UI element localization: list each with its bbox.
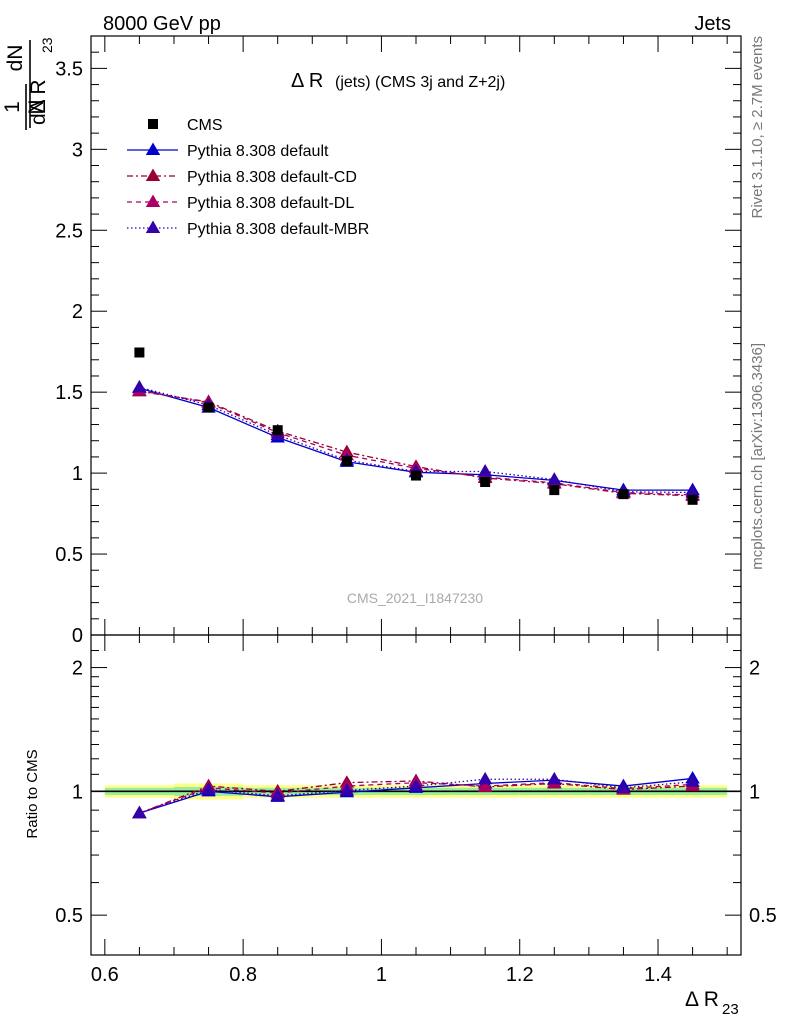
ratio-series-point [201, 782, 216, 795]
ratio-series-point [339, 783, 355, 796]
ratio-series-point [408, 778, 424, 792]
main-y-tick-label: 3.5 [55, 58, 83, 80]
ratio-y-tick-label-right: 1 [749, 781, 760, 803]
y-axis-label-ratio: Ratio to CMS [24, 749, 41, 838]
x-label-main: Δ R [685, 988, 719, 1011]
rivet-version-label: Rivet 3.1.10, ≥ 2.7M events [749, 36, 766, 219]
x-tick-label: 0.6 [91, 964, 119, 986]
main-y-tick-label: 0.5 [55, 544, 83, 566]
cms-data-point [618, 489, 629, 500]
main-y-tick-label: 1.5 [55, 382, 83, 404]
ratio-series-point [477, 771, 493, 785]
cms-data-point [203, 402, 214, 413]
ratio-y-tick-label-right: 2 [749, 658, 760, 680]
main-series-line [139, 386, 693, 494]
ratio-y-tick-label: 1 [72, 781, 83, 803]
y-label-subscript: 23 [39, 37, 55, 53]
legend-entry: Pythia 8.308 default-CD [127, 168, 357, 186]
ratio-y-tick-label: 2 [72, 658, 83, 680]
main-y-tick-label: 1 [72, 463, 83, 485]
ratio-series-point [132, 805, 147, 819]
legend-triangle-marker [145, 220, 161, 234]
legend-triangle-marker [145, 142, 161, 156]
ratio-series-point [685, 774, 700, 787]
analysis-watermark: CMS_2021_I1847230 [347, 590, 483, 606]
x-tick-label: 1.4 [644, 964, 672, 986]
legend-square-marker [148, 119, 158, 129]
mcplots-source-label: mcplots.cern.ch [arXiv:1306.3436] [749, 343, 766, 570]
cms-data-point [411, 470, 421, 481]
cms-data-point [341, 455, 352, 466]
x-tick-label: 0.8 [229, 964, 257, 986]
ratio-y-tick-label-right: 0.5 [749, 905, 777, 927]
cms-data-point [272, 425, 283, 436]
legend-label: Pythia 8.308 default-DL [187, 195, 354, 212]
legend-entry: Pythia 8.308 default-DL [127, 194, 354, 212]
main-y-tick-label: 3 [72, 139, 83, 161]
legend-label: Pythia 8.308 default [187, 143, 329, 160]
main-panel: 0 0.5 1 1.5 2 2.5 3 3.5 [55, 35, 742, 647]
cms-data-point [480, 477, 491, 488]
legend-label: Pythia 8.308 default-CD [187, 169, 357, 186]
legend-triangle-marker [145, 194, 161, 208]
ratio-y-tick-label: 0.5 [55, 905, 83, 927]
ratio-series-point [616, 780, 631, 793]
x-label-subscript: 23 [722, 1001, 739, 1018]
main-series-point [132, 379, 147, 393]
plot-title: Δ R (jets) (CMS 3j and Z+2j) [291, 70, 505, 92]
cms-data-point [549, 485, 560, 496]
main-series-point [685, 485, 700, 498]
legend-entry: Pythia 8.308 default-MBR [127, 220, 369, 238]
main-y-tick-label: 0 [72, 625, 83, 647]
legend-label: Pythia 8.308 default-MBR [187, 221, 369, 238]
cms-data-point [687, 494, 698, 505]
header-process-label: Jets [694, 13, 731, 35]
header-energy-label: 8000 GeV pp [103, 13, 221, 35]
legend-triangle-marker [145, 168, 161, 182]
main-series-point [477, 464, 493, 477]
x-tick-label: 1.2 [506, 964, 534, 986]
y-axis-label-top: 1 N dN dΔ R 23 [1, 37, 55, 130]
main-y-tick-label: 2.5 [55, 220, 83, 242]
y-label-dDeltaR: dΔ R [27, 79, 50, 125]
ratio-series-point [477, 778, 493, 792]
y-label-dN: dN [4, 45, 27, 72]
x-axis-label: Δ R 23 [685, 988, 739, 1018]
cms-data-point [134, 347, 145, 358]
legend-label: CMS [187, 117, 223, 134]
y-label-one: 1 [1, 101, 24, 113]
main-series-line [139, 390, 693, 497]
ratio-series-point [547, 771, 562, 785]
plot-title-detail: (jets) (CMS 3j and Z+2j) [335, 74, 505, 91]
legend: CMS Pythia 8.308 default Pythia 8.308 defa… [127, 117, 369, 238]
x-tick-label: 1 [376, 964, 387, 986]
ratio-series-point [270, 788, 285, 801]
legend-entry: CMS [148, 117, 223, 134]
main-series-point [547, 472, 562, 485]
legend-entry: Pythia 8.308 default [127, 142, 329, 160]
ratio-panel: 0.5 0.5 1 1 2 2 0.6 0.8 1 1.2 1.4 [55, 634, 777, 986]
plot-title-main: Δ R [291, 70, 323, 92]
main-y-tick-label: 2 [72, 301, 83, 323]
